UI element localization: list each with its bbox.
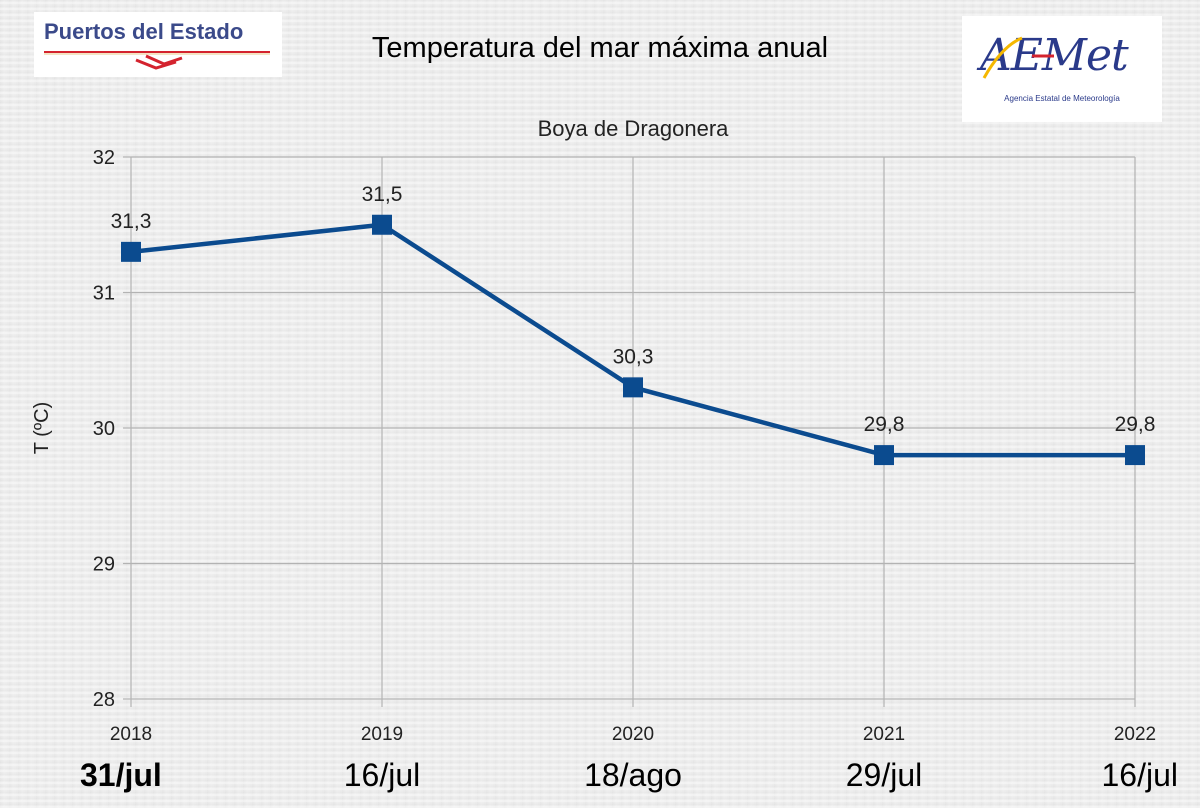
x-tick-label: 2019 [361, 724, 403, 745]
y-axis-label: T (ºC) [31, 402, 53, 454]
main-title: Temperatura del mar máxima anual [371, 32, 829, 64]
data-point [623, 377, 643, 398]
date-label: 29/jul [846, 757, 923, 793]
data-label: 29,8 [1115, 413, 1156, 436]
y-tick-label: 31 [93, 283, 115, 305]
x-tick-label: 2018 [110, 724, 152, 745]
y-tick-label: 30 [93, 418, 115, 440]
logo-left-emblem [44, 51, 270, 70]
data-label: 31,5 [362, 183, 403, 206]
aemet-logo: AEMet Agencia Estatal de Meteorología [962, 16, 1162, 122]
data-label: 31,3 [111, 210, 152, 233]
x-tick-label: 2022 [1114, 724, 1156, 745]
y-tick-label: 29 [93, 554, 115, 576]
data-point [1125, 445, 1145, 466]
date-label: 16/jul [344, 757, 421, 793]
data-point [874, 445, 894, 466]
y-tick-label: 28 [93, 689, 115, 711]
logo-right-wordmark: AEMet [980, 30, 1129, 81]
data-label: 29,8 [864, 413, 905, 436]
date-label: 31/jul [80, 757, 162, 793]
x-tick-label: 2021 [863, 724, 905, 745]
y-tick-label: 32 [93, 147, 115, 169]
x-tick-label: 2020 [612, 724, 654, 745]
chart-subtitle: Boya de Dragonera [538, 116, 730, 141]
logo-right-accent [982, 36, 1054, 79]
puertos-del-estado-logo: Puertos del Estado [34, 12, 282, 77]
logo-left-text: Puertos del Estado [44, 19, 244, 44]
data-point [372, 214, 392, 235]
logo-right-tagline: Agencia Estatal de Meteorología [1004, 94, 1120, 103]
data-label: 30,3 [613, 345, 654, 368]
date-label: 18/ago [584, 757, 682, 793]
data-point [121, 241, 141, 262]
date-label: 16/jul [1102, 757, 1179, 793]
